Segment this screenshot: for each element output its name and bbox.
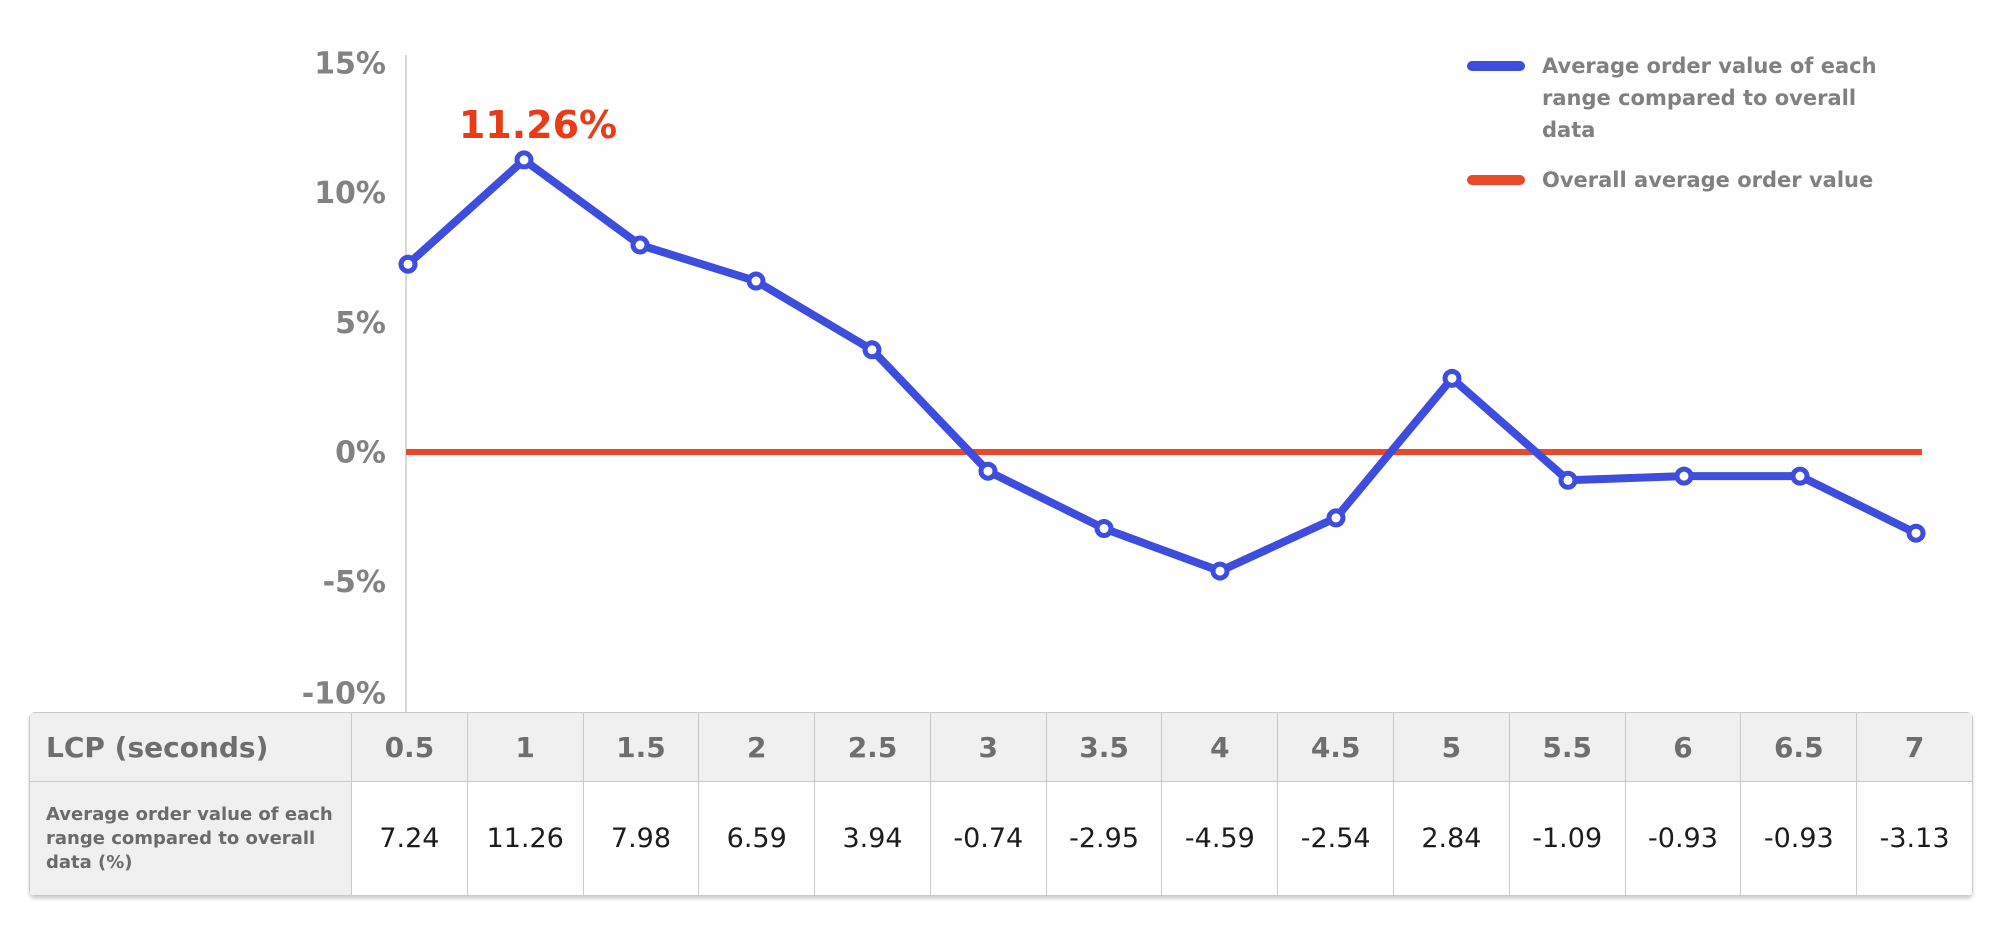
aov-value-cell: -1.09 <box>1508 781 1626 896</box>
aov-value-cell: -0.93 <box>1624 781 1742 896</box>
y-tick-label: 0% <box>335 436 386 471</box>
data-table-container: LCP (seconds) 0.5 1 1.5 2 2.5 3 3.5 4 4.5 5 5.5 6 6.… <box>29 712 1973 896</box>
lcp-column-header: 6.5 <box>1740 712 1858 782</box>
aov-value-cell: 2.84 <box>1393 781 1510 896</box>
peak-annotation: 11.26% <box>459 103 617 147</box>
aov-value-cell: -0.74 <box>929 781 1047 896</box>
lcp-column-header: 2 <box>698 712 816 782</box>
data-point-marker <box>1210 561 1230 581</box>
table-row-label: Average order value of each range compar… <box>29 781 352 896</box>
lcp-column-header: 3 <box>929 712 1047 782</box>
table-header-row: LCP (seconds) 0.5 1 1.5 2 2.5 3 3.5 4 4.5 5 5.5 6 6.… <box>29 712 1973 782</box>
aov-value-cell: -2.95 <box>1045 781 1163 896</box>
lcp-column-header: 2.5 <box>814 712 931 782</box>
series-line-swatch <box>1467 61 1525 71</box>
lcp-column-header: 4 <box>1161 712 1279 782</box>
aov-value-cell: 7.24 <box>351 781 468 896</box>
data-point-marker <box>746 271 766 291</box>
data-point-marker <box>1906 523 1926 543</box>
y-tick-label: 5% <box>335 306 386 341</box>
aov-value-cell: 6.59 <box>698 781 816 896</box>
data-point-marker <box>514 150 534 170</box>
baseline-line-swatch <box>1467 175 1525 185</box>
table-corner-label: LCP (seconds) <box>29 712 352 782</box>
y-tick-label: 10% <box>314 176 386 211</box>
data-point-marker <box>978 461 998 481</box>
data-point-marker <box>398 254 418 274</box>
aov-value-cell: 11.26 <box>466 781 584 896</box>
lcp-column-header: 6 <box>1624 712 1742 782</box>
table-value-row: Average order value of each range compar… <box>29 781 1973 896</box>
legend-item-series: Average order value of each range compar… <box>1467 50 1907 146</box>
y-tick-label: 15% <box>314 46 386 81</box>
data-point-marker <box>1326 508 1346 528</box>
data-point-marker <box>862 340 882 360</box>
chart-legend: Average order value of each range compar… <box>1467 50 1907 196</box>
aov-value-cell: 3.94 <box>814 781 931 896</box>
lcp-column-header: 4.5 <box>1277 712 1395 782</box>
legend-label-baseline: Overall average order value <box>1542 168 1874 192</box>
y-tick-label: -10% <box>302 677 386 712</box>
legend-label-series: Average order value of each range compar… <box>1542 54 1877 142</box>
y-tick-label: -5% <box>323 565 386 600</box>
lcp-column-header: 1.5 <box>582 712 700 782</box>
line-chart-svg: 15% 10% 5% 0% -5% -10% 11.26% <box>302 46 1926 712</box>
data-point-marker <box>1094 519 1114 539</box>
data-table: LCP (seconds) 0.5 1 1.5 2 2.5 3 3.5 4 4.5 5 5.5 6 6.… <box>29 712 1973 896</box>
lcp-column-header: 5.5 <box>1508 712 1626 782</box>
aov-value-cell: -2.54 <box>1277 781 1395 896</box>
lcp-column-header: 0.5 <box>351 712 468 782</box>
data-point-marker <box>1674 466 1694 486</box>
data-point-marker <box>1790 466 1810 486</box>
aov-value-cell: 7.98 <box>582 781 700 896</box>
aov-value-cell: -4.59 <box>1161 781 1279 896</box>
lcp-column-header: 3.5 <box>1045 712 1163 782</box>
data-point-marker <box>630 235 650 255</box>
data-point-marker <box>1442 368 1462 388</box>
legend-item-baseline: Overall average order value <box>1467 164 1907 196</box>
aov-value-cell: -0.93 <box>1740 781 1858 896</box>
lcp-column-header: 5 <box>1393 712 1510 782</box>
lcp-column-header: 7 <box>1856 712 1973 782</box>
lcp-column-header: 1 <box>466 712 584 782</box>
aov-value-cell: -3.13 <box>1856 781 1973 896</box>
series-line <box>404 155 1920 576</box>
data-point-marker <box>1558 470 1578 490</box>
